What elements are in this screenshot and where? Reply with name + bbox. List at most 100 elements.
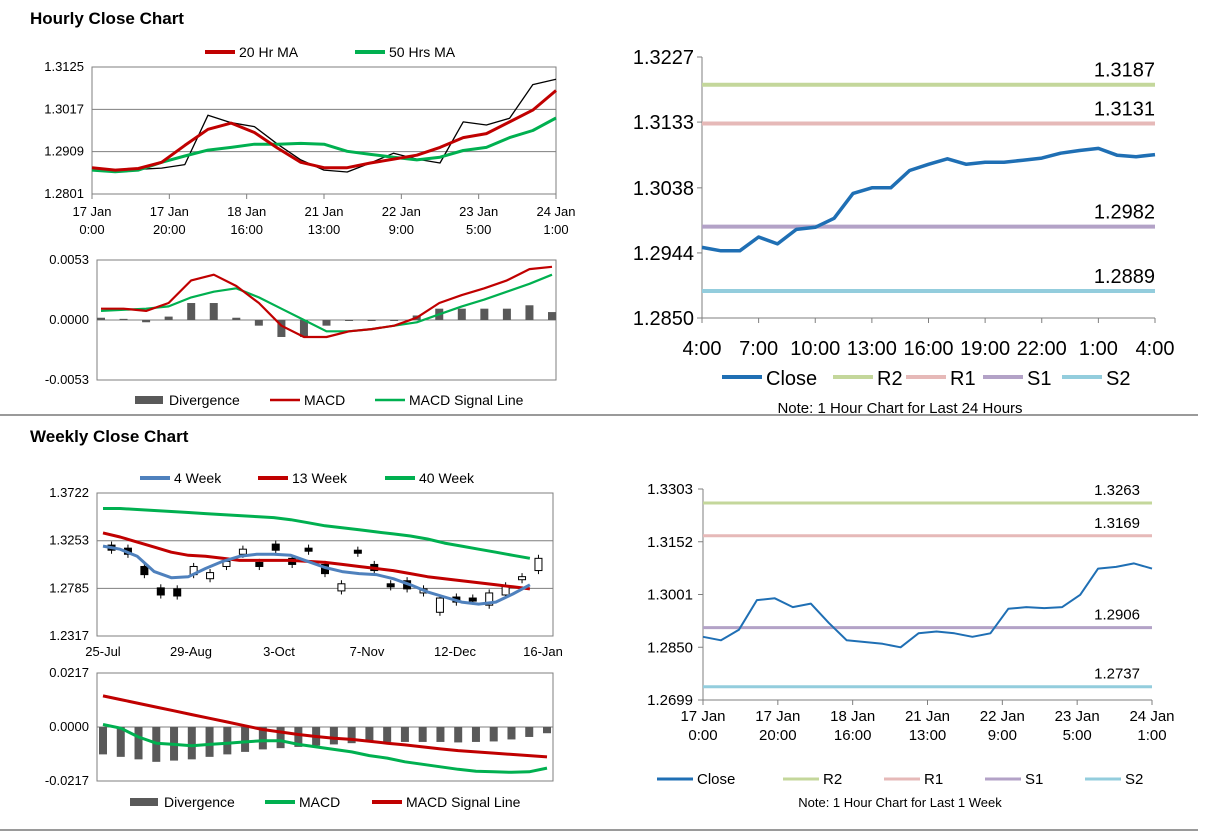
hourly-price-x-tick: 13:00 (308, 222, 341, 237)
legend-ma50-label: 50 Hrs MA (389, 44, 456, 60)
close1w-level-label: 1.3263 (1094, 482, 1140, 499)
close1w-level-label: 1.2906 (1094, 607, 1140, 624)
weekly-price-x-tick: 7-Nov (350, 644, 385, 659)
weekly-candle-body (386, 583, 395, 588)
hourly-macd-y-tick: -0.0053 (45, 372, 89, 387)
close24-note: Note: 1 Hour Chart for Last 24 Hours (777, 400, 1022, 417)
w13-series (102, 531, 531, 591)
close1w-x-tick: 21 Jan (905, 708, 950, 725)
close1w-legend-label: S1 (1025, 771, 1043, 788)
close24-legend-label: Close (766, 368, 817, 390)
hourly-price-x-tick: 0:00 (79, 222, 104, 237)
hourly-price-x-tick: 17 Jan (150, 204, 189, 219)
weekly-divergence-bar (258, 727, 267, 750)
close1w-x-tick: 20:00 (759, 727, 797, 744)
hourly-divergence-bar (97, 317, 105, 320)
weekly-divergence-bar (543, 727, 551, 734)
hourly-price-series (91, 78, 557, 173)
weekly-price-x-tick: 16-Jan (523, 644, 563, 659)
weekly-divergence-bar (187, 727, 196, 760)
hourly-divergence-bar (299, 320, 308, 337)
weekly-candle-body (353, 549, 362, 554)
weekly-divergence-bar (134, 727, 143, 760)
close24-y-tick: 1.3038 (633, 178, 694, 200)
close1w-y-tick: 1.2850 (647, 639, 693, 656)
weekly-divergence-bar (365, 727, 374, 742)
hourly-price-x-tick: 24 Jan (536, 204, 575, 219)
close24-legend-label: R1 (950, 368, 976, 390)
legend-hourly-signal-label: MACD Signal Line (409, 392, 524, 408)
weekly-price-y-tick: 1.2785 (49, 580, 89, 595)
hourly-price-x-tick: 17 Jan (72, 204, 111, 219)
weekly-price-frame (96, 492, 554, 637)
close1w-x-tick: 9:00 (988, 727, 1017, 744)
weekly-divergence-bar (436, 727, 445, 742)
ma50-series (91, 116, 557, 174)
hourly-section-title: Hourly Close Chart (30, 9, 184, 28)
hourly-macd-series (101, 265, 553, 339)
weekly-signal-series (102, 694, 548, 759)
hourly-price-y-tick: 1.3017 (44, 101, 84, 116)
close24-x-tick: 16:00 (903, 338, 953, 360)
weekly-candle-body (304, 547, 313, 552)
weekly-divergence-bar (507, 727, 516, 740)
weekly-price-x-tick: 29-Aug (170, 644, 212, 659)
weekly-divergence-bar (241, 727, 250, 752)
weekly-candle-body (140, 565, 149, 576)
close1w-level-label: 1.2737 (1094, 666, 1140, 683)
w4-series (102, 544, 531, 606)
weekly-candle-body (534, 557, 543, 572)
weekly-candle-body (337, 583, 346, 592)
w40-series (103, 507, 531, 560)
weekly-macd-series (102, 723, 548, 774)
close1w-x-tick: 1:00 (1137, 727, 1166, 744)
hourly-price-x-tick: 9:00 (389, 222, 414, 237)
close24-level-label: 1.3187 (1094, 60, 1155, 82)
legend-hourly-macd-label: MACD (304, 392, 345, 408)
close1w-note: Note: 1 Hour Chart for Last 1 Week (798, 795, 1002, 810)
hourly-divergence-bar (525, 305, 534, 320)
close1w-x-tick: 22 Jan (980, 708, 1025, 725)
hourly-macd-y-tick: 0.0000 (49, 312, 89, 327)
hourly-price-x-tick: 5:00 (466, 222, 491, 237)
weekly-divergence-bar (276, 727, 285, 749)
hourly-divergence-bar (119, 318, 128, 320)
hourly-divergence-bar (254, 320, 263, 326)
weekly-divergence-bar (418, 727, 427, 742)
close1w-y-tick: 1.3303 (647, 481, 693, 498)
close24-x-tick: 22:00 (1017, 338, 1067, 360)
weekly-divergence-bar (454, 727, 463, 743)
weekly-candle-body (435, 597, 444, 613)
hourly-price-x-tick: 20:00 (153, 222, 186, 237)
hourly-divergence-bar (209, 303, 218, 320)
weekly-candle-body (173, 588, 182, 597)
legend-weekly-signal-label: MACD Signal Line (406, 794, 521, 810)
weekly-candle-body (518, 576, 527, 581)
legend-ma20-label: 20 Hr MA (239, 44, 299, 60)
close1w-x-tick: 23 Jan (1055, 708, 1100, 725)
weekly-divergence-bar (223, 727, 232, 755)
hourly-signal-series (100, 273, 553, 333)
legend-w4-label: 4 Week (174, 470, 222, 486)
hourly-price-y-tick: 1.3125 (44, 59, 84, 74)
weekly-price-x-tick: 12-Dec (434, 644, 476, 659)
hourly-divergence-bar (548, 312, 556, 320)
hourly-price-y-tick: 1.2909 (44, 144, 84, 159)
hourly-price-x-tick: 16:00 (230, 222, 263, 237)
hourly-divergence-bar (480, 308, 489, 320)
legend-weekly-divergence-swatch (130, 798, 158, 806)
legend-weekly-divergence-label: Divergence (164, 794, 235, 810)
close1w-x-tick: 0:00 (688, 727, 717, 744)
close1w-legend-label: R2 (823, 771, 842, 788)
weekly-candle-body (255, 561, 264, 567)
weekly-macd-y-tick: 0.0217 (49, 665, 89, 680)
weekly-macd-y-tick: 0.0000 (49, 719, 89, 734)
hourly-price-x-tick: 22 Jan (382, 204, 421, 219)
weekly-candle-body (156, 587, 165, 596)
hourly-divergence-bar (187, 303, 196, 320)
close24-legend-label: R2 (877, 368, 903, 390)
weekly-price-y-tick: 1.3722 (49, 485, 89, 500)
close24-x-tick: 13:00 (847, 338, 897, 360)
close24-y-tick: 1.3133 (633, 112, 694, 134)
hourly-price-x-tick: 23 Jan (459, 204, 498, 219)
